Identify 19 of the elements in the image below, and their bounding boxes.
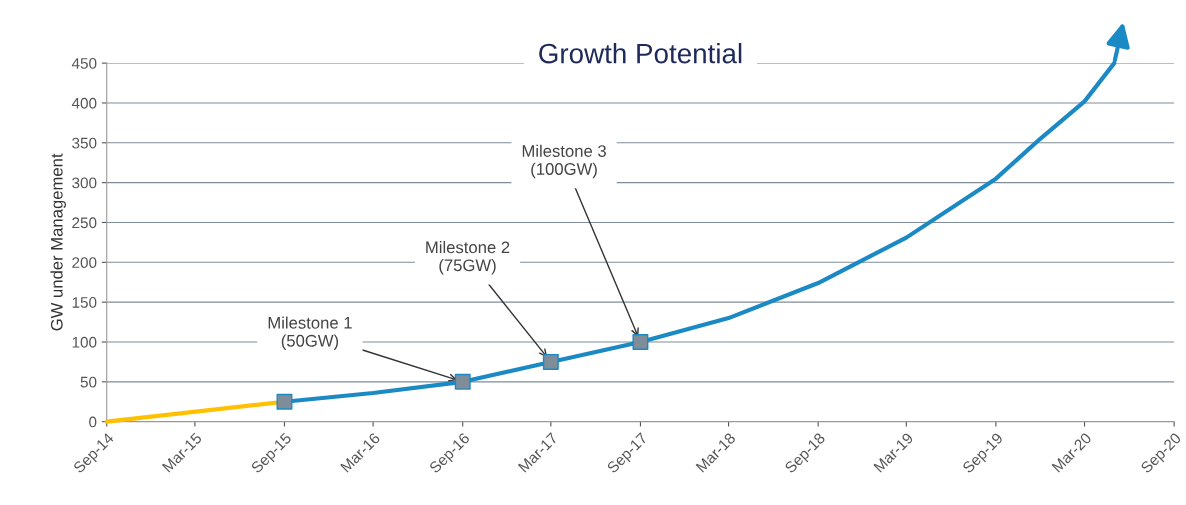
y-tick-label: 200	[72, 257, 97, 269]
y-tick-label: 0	[89, 416, 97, 428]
y-tick-label: 250	[72, 217, 97, 229]
y-tick-label: 150	[72, 297, 97, 308]
annotation: Milestone 1 (50GW)	[268, 316, 352, 350]
point	[276, 393, 293, 410]
y-tick-label: 50	[80, 376, 97, 388]
point	[454, 373, 471, 390]
point	[542, 353, 559, 370]
annotation: Milestone 3 (100GW)	[522, 144, 606, 179]
annotation: Milestone 2 (75GW)	[426, 241, 510, 275]
y-tick-label: 350	[72, 137, 97, 149]
y-tick-label: 450	[71, 57, 97, 69]
chart-title: Growth Potential	[539, 43, 742, 64]
y-tick-label: 100	[72, 336, 97, 348]
point	[632, 334, 649, 350]
y-axis-title: GW under Management	[50, 153, 66, 331]
y-tick-label: 300	[72, 177, 97, 189]
y-tick-label: 400	[71, 97, 97, 109]
